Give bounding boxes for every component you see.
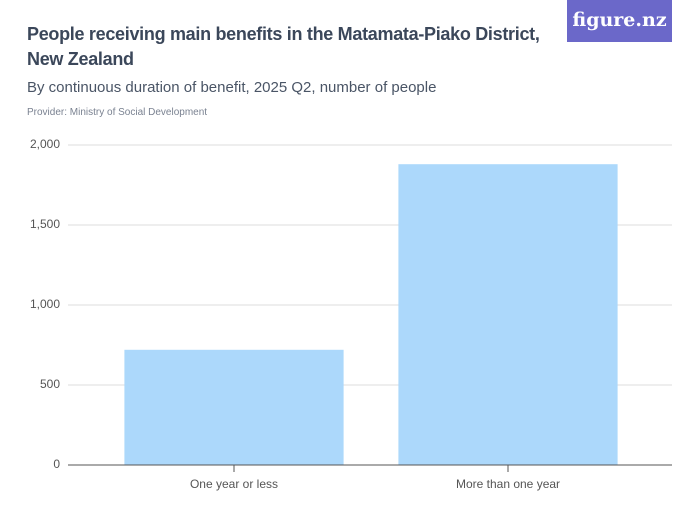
provider: Provider: Ministry of Social Development [27, 107, 208, 118]
y-tick-label: 1,000 [30, 297, 60, 311]
y-tick-label: 500 [40, 377, 60, 391]
y-tick-label: 1,500 [30, 217, 60, 231]
y-tick-label: 0 [53, 457, 60, 471]
chart-title: People receiving main benefits in the Ma… [27, 24, 540, 69]
bar [124, 349, 344, 465]
bar [398, 164, 618, 465]
chart-subtitle: By continuous duration of benefit, 2025 … [27, 79, 437, 96]
logo[interactable]: figure.nz [567, 0, 672, 42]
x-tick-label: More than one year [456, 477, 560, 491]
x-tick-label: One year or less [190, 477, 278, 491]
y-tick-label: 2,000 [30, 137, 60, 151]
